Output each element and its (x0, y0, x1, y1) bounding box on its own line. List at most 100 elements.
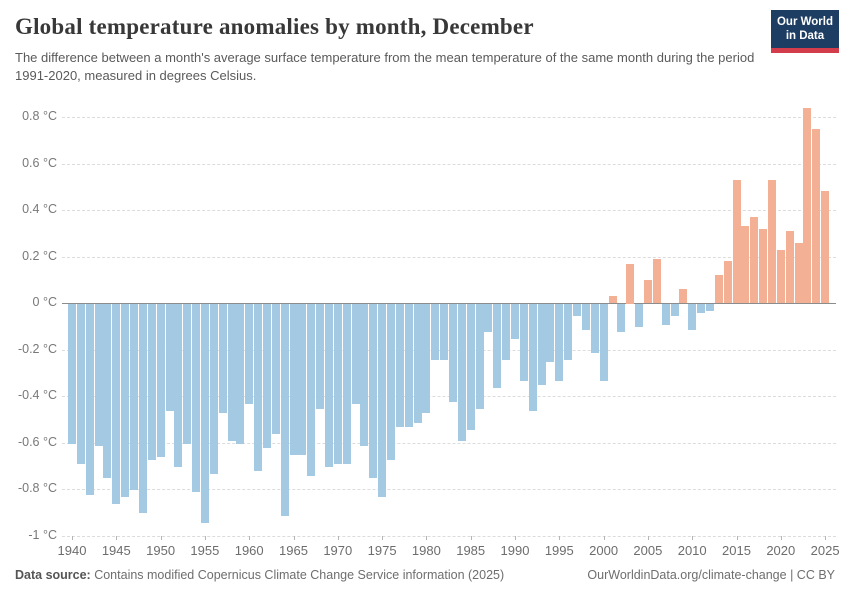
bar-1985[interactable] (466, 304, 475, 430)
x-axis-tick (603, 536, 605, 540)
bar-2016[interactable] (741, 226, 750, 304)
bar-1950[interactable] (156, 304, 165, 457)
bar-1947[interactable] (130, 304, 138, 490)
bar-1940[interactable] (68, 304, 76, 444)
bar-1963[interactable] (271, 304, 280, 434)
bar-2007[interactable] (661, 304, 670, 325)
bar-1972[interactable] (351, 304, 360, 404)
bar-1983[interactable] (449, 304, 457, 402)
bar-1943[interactable] (94, 304, 103, 446)
owid-logo-line2: in Data (785, 30, 825, 42)
bar-1991[interactable] (519, 304, 528, 381)
bar-1966[interactable] (298, 304, 307, 455)
gridline (62, 210, 836, 211)
bar-1998[interactable] (581, 304, 590, 330)
bar-1952[interactable] (174, 304, 183, 467)
bar-1977[interactable] (395, 304, 404, 427)
bar-1987[interactable] (484, 304, 493, 332)
bar-2004[interactable] (635, 304, 643, 327)
chart-subtitle: The difference between a month's average… (15, 50, 755, 84)
bar-1990[interactable] (511, 304, 519, 339)
bar-2014[interactable] (723, 261, 732, 304)
bar-1942[interactable] (85, 304, 94, 495)
bar-1954[interactable] (192, 304, 200, 492)
bar-1957[interactable] (218, 304, 227, 413)
bar-1979[interactable] (413, 304, 422, 423)
bar-1997[interactable] (573, 304, 581, 316)
bar-1992[interactable] (528, 304, 537, 411)
bar-2012[interactable] (705, 304, 714, 311)
bar-2008[interactable] (670, 304, 679, 316)
x-axis-label: 1950 (146, 543, 176, 558)
bar-1964[interactable] (280, 304, 289, 516)
bar-2020[interactable] (776, 249, 785, 303)
x-axis-label: 1970 (323, 543, 353, 558)
bar-1970[interactable] (333, 304, 342, 464)
bar-1944[interactable] (103, 304, 112, 478)
bar-1986[interactable] (475, 304, 484, 409)
bar-1958[interactable] (227, 304, 236, 441)
bar-2010[interactable] (688, 304, 697, 330)
owid-logo[interactable]: Our World in Data (771, 10, 839, 53)
bar-1965[interactable] (289, 304, 298, 455)
bar-1945[interactable] (112, 304, 121, 504)
bar-1981[interactable] (431, 304, 440, 360)
chart-footer: Data source: Contains modified Copernicu… (15, 568, 835, 582)
bar-2011[interactable] (697, 304, 706, 313)
bar-1953[interactable] (183, 304, 192, 444)
bar-1941[interactable] (76, 304, 85, 464)
bar-2018[interactable] (759, 228, 768, 303)
bar-2005[interactable] (643, 279, 652, 303)
bar-1988[interactable] (493, 304, 502, 388)
bar-2022[interactable] (794, 242, 803, 303)
bar-1962[interactable] (262, 304, 271, 448)
bar-1961[interactable] (254, 304, 263, 471)
bar-1994[interactable] (546, 304, 555, 362)
bar-1984[interactable] (457, 304, 466, 441)
bar-1976[interactable] (387, 304, 395, 460)
bar-1960[interactable] (245, 304, 254, 404)
bar-1973[interactable] (360, 304, 369, 446)
bar-1959[interactable] (236, 304, 245, 444)
bar-1999[interactable] (590, 304, 599, 353)
bar-2019[interactable] (767, 179, 776, 303)
bar-1971[interactable] (342, 304, 351, 464)
bar-2017[interactable] (750, 217, 759, 303)
bar-2023[interactable] (803, 107, 812, 303)
bar-1993[interactable] (537, 304, 546, 385)
bar-1949[interactable] (147, 304, 156, 460)
bar-2001[interactable] (608, 296, 617, 303)
bar-1968[interactable] (316, 304, 325, 409)
bar-2009[interactable] (679, 289, 688, 304)
bar-1969[interactable] (324, 304, 333, 467)
bar-1996[interactable] (564, 304, 573, 360)
bar-1995[interactable] (555, 304, 564, 381)
bar-2015[interactable] (732, 179, 741, 303)
bar-2006[interactable] (652, 258, 661, 303)
bar-1982[interactable] (440, 304, 449, 360)
bar-1951[interactable] (165, 304, 174, 411)
x-axis-label: 1955 (190, 543, 220, 558)
bar-2025[interactable] (821, 191, 830, 304)
bar-1980[interactable] (422, 304, 431, 413)
x-axis-tick (204, 536, 206, 540)
bar-1978[interactable] (404, 304, 413, 427)
bar-2003[interactable] (626, 263, 635, 304)
owid-link[interactable]: OurWorldinData.org/climate-change (587, 568, 787, 582)
license-link[interactable]: CC BY (796, 568, 835, 582)
bar-1946[interactable] (121, 304, 130, 497)
bar-1955[interactable] (200, 304, 209, 523)
bar-2024[interactable] (812, 128, 821, 303)
bar-1974[interactable] (369, 304, 378, 478)
bar-1948[interactable] (138, 304, 147, 513)
bar-2002[interactable] (617, 304, 626, 332)
bar-1989[interactable] (502, 304, 511, 360)
bar-2021[interactable] (785, 230, 794, 303)
y-axis-label: -0.4 °C (17, 388, 57, 402)
bar-2013[interactable] (714, 275, 723, 304)
bar-2000[interactable] (599, 304, 608, 381)
bar-1956[interactable] (209, 304, 218, 474)
bar-1975[interactable] (378, 304, 387, 497)
bar-1967[interactable] (307, 304, 316, 476)
x-axis-label: 1965 (279, 543, 308, 558)
